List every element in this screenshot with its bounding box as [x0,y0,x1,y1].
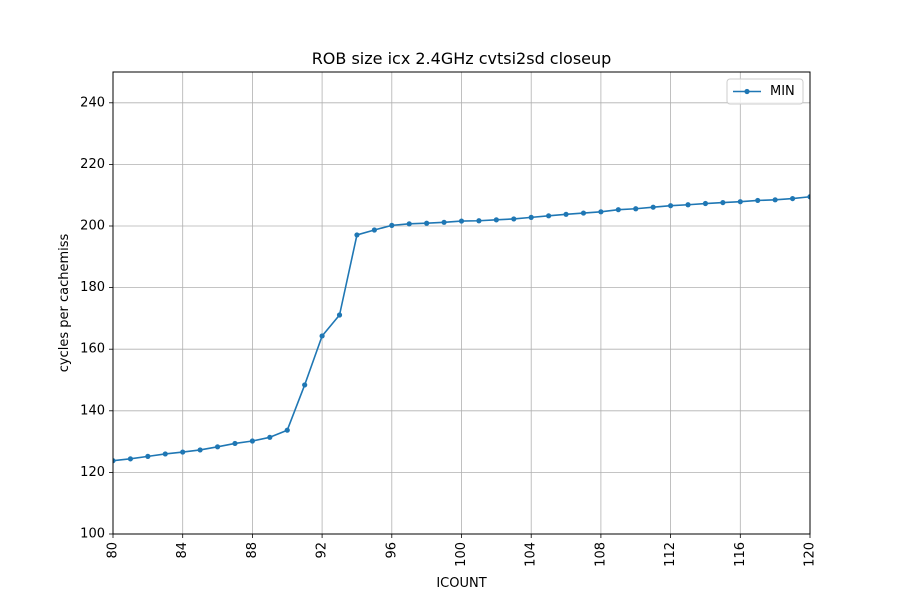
y-axis-label: cycles per cachemiss [57,234,72,373]
x-tick-label: 108 [593,542,608,567]
x-tick-label: 120 [803,542,818,567]
data-point [249,438,255,444]
data-point [302,382,308,388]
data-point [336,312,343,318]
x-tick-label: 112 [663,542,678,567]
y-tick-label: 220 [80,157,105,172]
data-point [563,211,569,217]
data-point [319,333,325,339]
data-point [650,204,656,210]
data-point [441,219,447,225]
data-point [702,200,709,207]
data-point [668,203,674,209]
x-tick-label: 84 [175,542,190,559]
x-tick-label: 92 [315,542,330,559]
data-point [772,197,778,203]
data-point [232,440,238,447]
data-point [389,222,395,228]
data-point [580,210,587,216]
x-tick-label: 116 [733,542,748,567]
y-tick-label: 140 [80,403,105,418]
chart-title: ROB size icx 2.4GHz cvtsi2sd closeup [312,49,612,68]
data-point [371,227,377,233]
x-axis-label: ICOUNT [436,576,486,591]
data-point [598,209,604,215]
data-point [789,195,796,202]
legend-marker [744,88,750,95]
y-tick-label: 120 [80,465,105,480]
data-point [284,427,290,433]
data-point [720,199,726,206]
data-point [476,218,482,224]
y-tick-label: 160 [80,342,105,357]
x-tick-label: 96 [384,542,399,559]
data-point [197,447,203,453]
data-point [615,207,621,213]
data-point [685,202,691,208]
data-point [267,434,273,440]
data-point [180,449,186,455]
y-tick-label: 100 [80,527,105,542]
data-point [546,213,552,219]
data-point [737,199,743,205]
series-min [113,194,810,464]
data-point [511,216,517,222]
legend: MIN [726,78,804,105]
x-tick-label: 80 [106,542,121,559]
data-point [424,220,430,226]
data-point [755,197,761,204]
x-tick-label: 100 [454,542,469,567]
data-point [493,217,499,223]
y-tick-label: 240 [80,95,105,110]
data-point [406,221,412,227]
legend-label: MIN [770,84,795,99]
data-point [528,214,534,220]
data-point [214,444,221,450]
x-tick-label: 88 [245,542,260,559]
ticks: 80 84 88 92 96 100 104 108 112 116 120 100 120 140 160… [80,95,817,567]
data-point [807,194,810,200]
y-tick-label: 180 [80,280,105,295]
data-point [633,206,639,212]
data-point [113,458,116,464]
data-point [127,456,134,462]
legend-box [726,78,804,105]
data-point [145,453,151,459]
series-layer [113,194,810,464]
x-tick-label: 104 [524,542,539,567]
data-point [458,218,465,224]
data-point [354,232,360,238]
y-tick-label: 200 [80,219,105,234]
data-point [162,451,168,457]
